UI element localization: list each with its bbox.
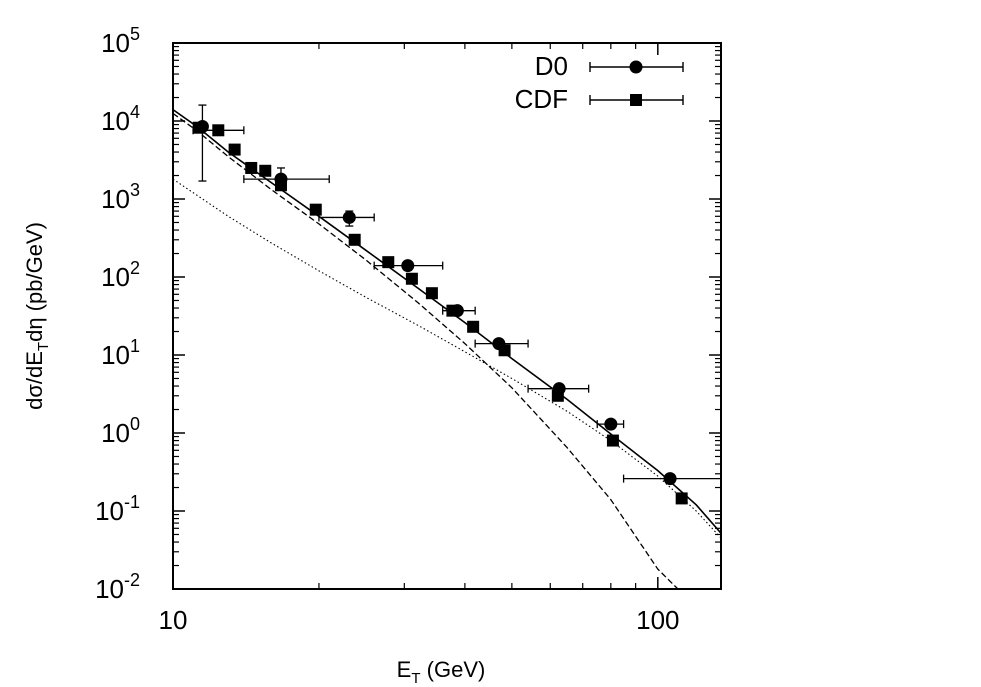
cdf-point [425,287,438,300]
axis-ticks: 105 104 103 102 101 100 10-1 10-2 10 100 [95,24,721,635]
model-curves [173,108,721,589]
cdf-point [259,164,272,177]
cdf-point [309,203,322,216]
d0-point [663,472,677,486]
y-tick-label: 105 [101,24,140,58]
y-tick-label: 100 [101,414,140,448]
curve-direct [173,112,679,589]
cdf-point [498,344,511,357]
legend-label-cdf: CDF [515,84,568,114]
cdf-point [274,179,287,192]
cdf-point [212,124,225,137]
cdf-point [245,161,258,174]
curve-total [173,108,721,534]
cdf-point [467,320,480,333]
d0-point [604,417,618,431]
legend-label-d0: D0 [535,51,568,81]
cdf-point [446,304,459,317]
y-tick-label: 10-1 [95,492,140,526]
legend-marker-cdf [589,94,684,106]
cdf-point [405,272,418,285]
cdf-point [192,121,205,134]
y-axis-label: dσ/dETdη (pb/GeV) [22,222,52,410]
plot-frame [172,42,722,590]
legend: D0 CDF [515,51,684,114]
y-tick-label: 103 [101,180,140,214]
y-tick-label: 10-2 [95,570,140,604]
data-points [192,104,722,505]
cdf-point [551,389,564,402]
cdf-point [675,492,688,505]
y-tick-label: 104 [101,102,140,136]
curve-fragmentation [173,178,721,539]
y-tick-label: 102 [101,258,140,292]
x-axis-label: ET (GeV) [397,657,486,687]
cdf-point [382,256,395,269]
y-tick-label: 101 [101,336,140,370]
cdf-point [228,143,241,156]
legend-marker-d0 [589,60,684,74]
x-tick-label: 10 [159,605,188,635]
d0-point [401,259,415,273]
cdf-point [606,434,619,447]
x-tick-label: 100 [636,605,679,635]
cdf-point [348,233,361,246]
d0-point [342,210,356,224]
